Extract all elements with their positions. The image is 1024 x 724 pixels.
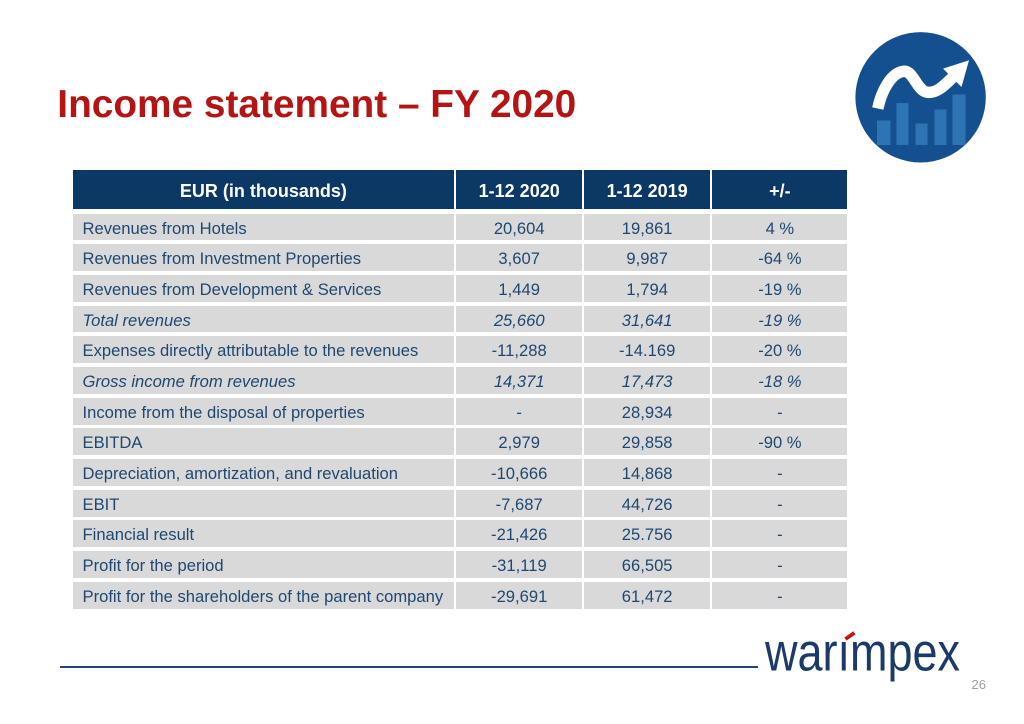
svg-text:warımpex: warımpex: [764, 625, 960, 683]
